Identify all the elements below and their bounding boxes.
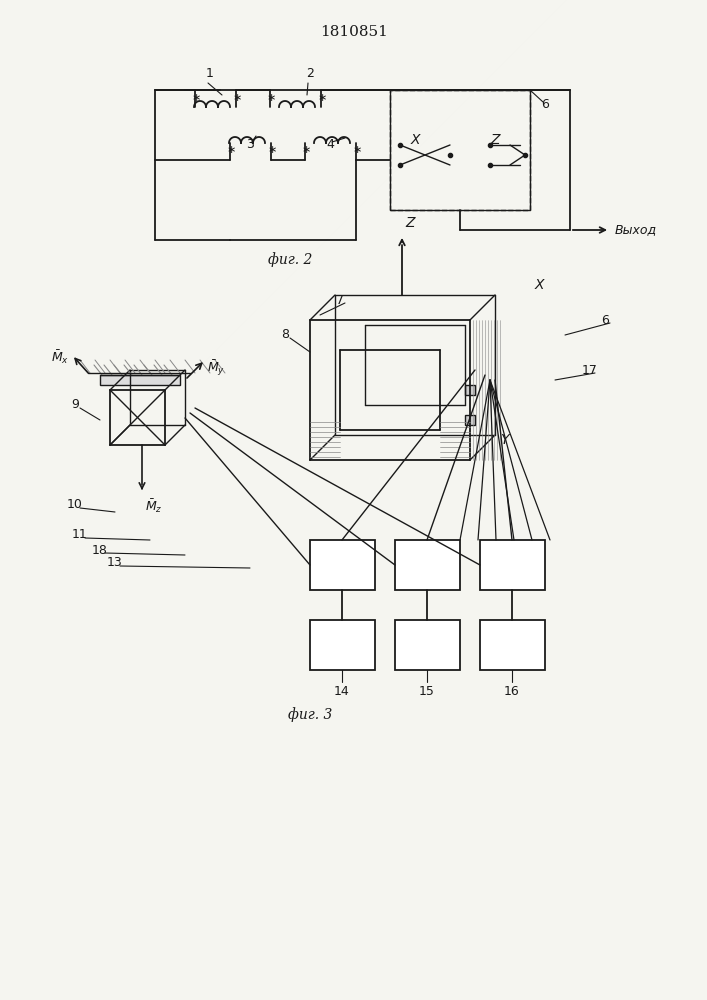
Text: 6: 6 — [601, 314, 609, 326]
Text: 11: 11 — [72, 528, 88, 542]
Text: 9: 9 — [71, 398, 79, 412]
Bar — [310, 540, 375, 590]
Text: ∗: ∗ — [192, 93, 201, 103]
Text: 6: 6 — [541, 99, 549, 111]
Text: 15: 15 — [419, 685, 435, 698]
Text: ∗: ∗ — [226, 145, 235, 155]
Text: $\bar{M}_z$: $\bar{M}_z$ — [145, 497, 163, 515]
Text: Z: Z — [490, 133, 500, 147]
Bar — [310, 620, 375, 670]
Text: 16: 16 — [504, 685, 520, 698]
Bar — [395, 620, 460, 670]
Text: ∗: ∗ — [301, 145, 310, 155]
Bar — [390, 90, 530, 210]
Text: $\bar{M}_x$: $\bar{M}_x$ — [51, 348, 69, 366]
Bar — [395, 540, 460, 590]
Text: ∗: ∗ — [317, 93, 327, 103]
Text: 3: 3 — [246, 138, 254, 151]
Text: 18: 18 — [92, 544, 108, 556]
Bar — [465, 385, 475, 395]
Text: 7: 7 — [336, 294, 344, 306]
Text: 1: 1 — [206, 67, 214, 80]
Text: 4: 4 — [326, 138, 334, 151]
Text: 17: 17 — [582, 363, 598, 376]
Text: $\bar{M}_y$: $\bar{M}_y$ — [207, 358, 226, 378]
Text: ∗: ∗ — [267, 93, 276, 103]
Text: 2: 2 — [306, 67, 314, 80]
Bar — [480, 540, 545, 590]
Text: фиг. 2: фиг. 2 — [268, 253, 312, 267]
Bar — [465, 415, 475, 425]
Bar — [480, 620, 545, 670]
Bar — [390, 90, 530, 210]
Text: Z: Z — [405, 216, 414, 230]
Bar — [100, 375, 180, 385]
Text: 1810851: 1810851 — [320, 25, 388, 39]
Text: ∗: ∗ — [267, 145, 276, 155]
Text: ∗: ∗ — [233, 93, 242, 103]
Text: ∗: ∗ — [352, 145, 362, 155]
Text: 10: 10 — [67, 498, 83, 512]
Text: Y: Y — [500, 433, 508, 447]
Text: 8: 8 — [281, 328, 289, 342]
Text: Выход: Выход — [615, 224, 657, 236]
Text: фиг. 3: фиг. 3 — [288, 708, 332, 722]
Text: X: X — [535, 278, 544, 292]
Text: X: X — [410, 133, 420, 147]
Text: 13: 13 — [107, 556, 123, 570]
Text: 14: 14 — [334, 685, 350, 698]
